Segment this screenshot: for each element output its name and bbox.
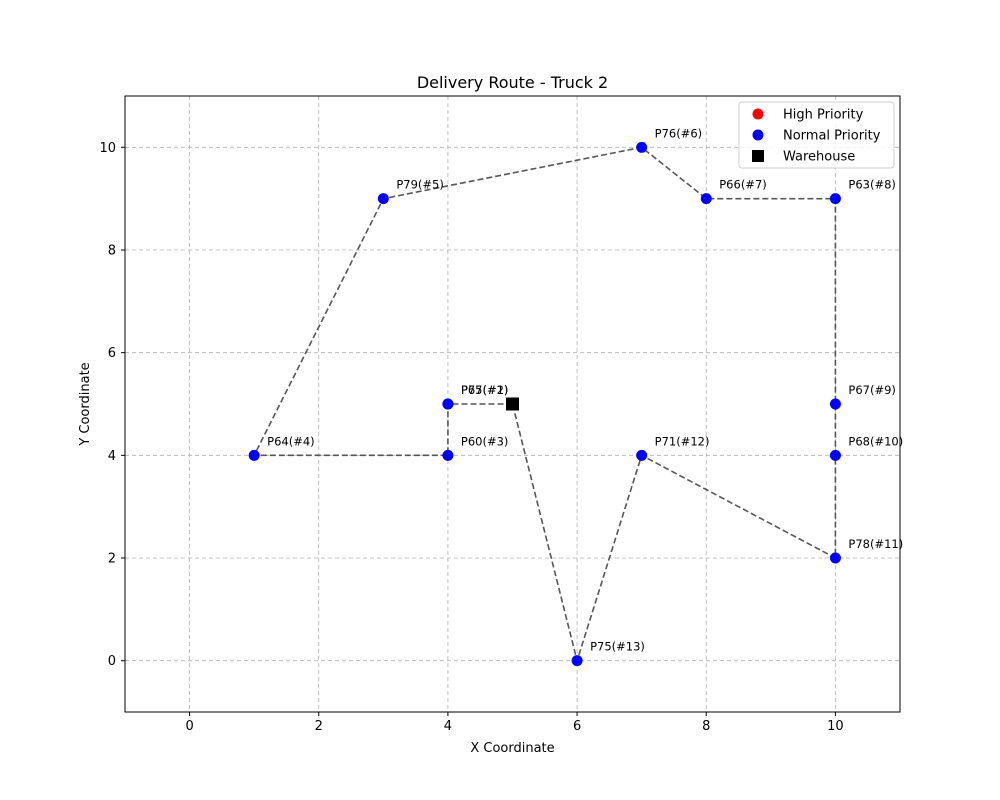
legend-label: Normal Priority (783, 129, 881, 144)
y-axis-title: Y Coordinate (78, 362, 93, 446)
stop-point (248, 449, 260, 461)
stop-point (442, 398, 454, 410)
x-tick-label: 10 (827, 719, 844, 734)
y-tick-label: 8 (108, 244, 116, 259)
legend-marker-square (752, 150, 764, 162)
stop-label: P79(#5) (396, 178, 444, 192)
stop-point (377, 193, 389, 205)
stop-point (442, 449, 454, 461)
route-path (252, 146, 837, 664)
stop-label: P76(#6) (655, 126, 703, 140)
warehouse-marker (506, 397, 519, 411)
legend-marker-circle (752, 129, 764, 141)
x-axis-title: X Coordinate (470, 741, 554, 756)
y-tick-label: 10 (99, 141, 116, 156)
x-tick-label: 0 (185, 719, 193, 734)
stop-label: P63(#8) (848, 178, 896, 192)
y-tick-label: 2 (108, 552, 116, 567)
x-tick-label: 8 (702, 719, 710, 734)
stop-label: P64(#4) (267, 434, 315, 448)
plot-frame (124, 95, 901, 713)
stop-label: P78(#11) (848, 537, 903, 551)
stop-point (571, 655, 583, 667)
route-line (252, 146, 837, 664)
x-tick-label: 6 (573, 719, 581, 734)
legend-label: Warehouse (783, 150, 855, 165)
stop-point (636, 141, 648, 153)
legend-marker-circle (752, 108, 764, 120)
points (248, 141, 841, 667)
chart-title: Delivery Route - Truck 2 (417, 73, 608, 92)
x-tick-label: 4 (444, 719, 452, 734)
stop-point (636, 449, 648, 461)
legend-box (738, 101, 895, 169)
y-tick-label: 4 (108, 449, 116, 464)
ticks: 0 2 4 6 8 10 0 2 4 6 8 10 (99, 141, 843, 734)
stop-label: P66(#7) (719, 178, 767, 192)
point-labels: P65(#1)P77(#2) P60(#3) P64(#4) P79(#5) P76(#… (267, 126, 903, 653)
stop-point (829, 398, 841, 410)
legend-label: High Priority (783, 108, 864, 123)
stop-label: P67(#9) (848, 383, 896, 397)
stop-label: P77(#2) (461, 383, 509, 397)
stop-point (829, 449, 841, 461)
y-tick-label: 0 (108, 654, 116, 669)
stop-label: P60(#3) (461, 434, 509, 448)
stop-label: P68(#10) (848, 434, 903, 448)
stop-point (829, 193, 841, 205)
x-tick-label: 2 (315, 719, 323, 734)
stop-label: P65(#1) (461, 383, 509, 397)
y-tick-label: 6 (108, 346, 116, 361)
stop-label: P71(#12) (655, 434, 710, 448)
stop-point (700, 193, 712, 205)
stop-label: P75(#13) (590, 640, 645, 654)
legend: High Priority Normal Priority Warehouse (738, 101, 895, 169)
stop-point (829, 552, 841, 564)
